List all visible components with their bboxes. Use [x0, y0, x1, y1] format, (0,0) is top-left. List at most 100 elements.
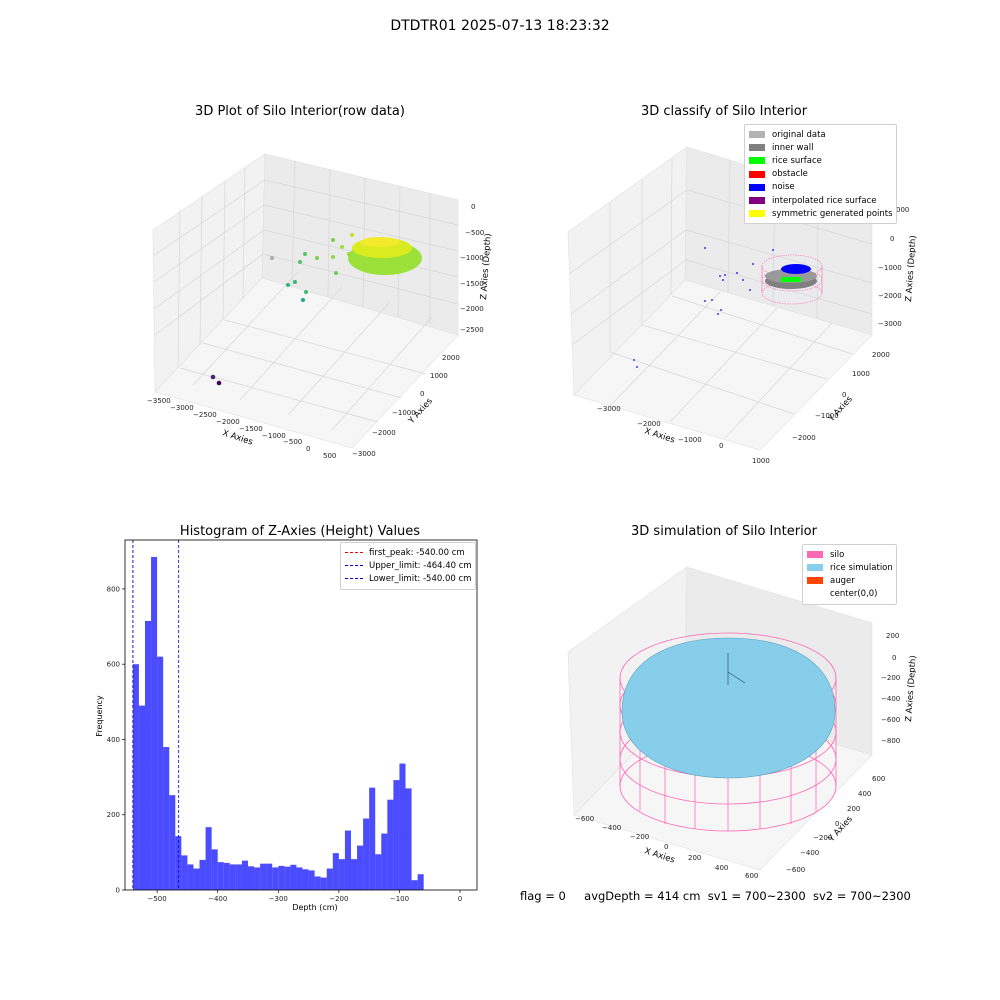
raw-3d-points [210, 233, 422, 386]
simulation-z-tick: −600 [881, 716, 900, 724]
histogram-legend: first_peak: -540.00 cm Upper_limit: -464… [340, 542, 476, 590]
legend-label: Lower_limit: -540.00 cm [369, 573, 472, 584]
legend-swatch [749, 170, 765, 178]
raw-y-tick: 0 [420, 390, 424, 398]
simulation-x-tick: 400 [715, 864, 728, 872]
status-footer: flag = 0 avgDepth = 414 cm sv1 = 700~230… [520, 889, 911, 903]
simulation-y-tick: 600 [872, 775, 885, 783]
classify-legend: original data inner wall rice surface ob… [744, 124, 897, 225]
classify-x-tick: −1000 [678, 436, 702, 444]
histogram-bar [241, 860, 248, 890]
legend-label: Upper_limit: -464.40 cm [369, 560, 472, 571]
histogram-bar [175, 836, 182, 890]
histogram-bar [332, 853, 339, 890]
histogram-bar [211, 849, 218, 890]
histogram-bar [205, 827, 212, 890]
legend-item: auger [807, 574, 890, 587]
histogram-bar [411, 880, 418, 890]
legend-item: interpolated rice surface [749, 194, 890, 207]
histogram-bar [223, 862, 230, 890]
legend-item: first_peak: -540.00 cm [345, 546, 469, 559]
histogram-bar [387, 799, 394, 890]
classify-y-label: Y Axies [826, 394, 855, 425]
histogram-bar [163, 746, 170, 890]
simulation-y-tick: 400 [858, 790, 871, 798]
legend-swatch [807, 551, 823, 559]
legend-line [345, 552, 363, 554]
simulation-z-tick: −400 [881, 695, 900, 703]
classify-noise-points [633, 247, 774, 368]
simulation-rice-surface [621, 637, 836, 779]
classify-x-tick: 1000 [752, 457, 770, 465]
raw-z-tick: −500 [465, 229, 484, 237]
legend-item: center(0,0) [807, 588, 890, 601]
histogram-bar [405, 788, 412, 890]
classify-x-ticks: −3000 −2000 −1000 0 1000 [597, 405, 770, 465]
histogram-bar [144, 620, 152, 890]
raw-plot-title: 3D Plot of Silo Interior(row data) [195, 104, 405, 119]
simulation-x-ticks: −600 −400 −200 0 200 400 600 [575, 815, 758, 880]
legend-swatch [749, 144, 765, 152]
raw-3d-plot: −3500 −3000 −2500 −2000 −1500 −1000 −500… [147, 153, 494, 460]
raw-y-tick: 1000 [430, 372, 448, 380]
raw-z-tick: 0 [471, 203, 475, 211]
histogram-bar [369, 787, 376, 890]
simulation-y-tick: −400 [800, 849, 819, 857]
histogram-bar [266, 863, 273, 890]
histogram-bar [338, 859, 345, 890]
raw-z-ticks: 0 −500 −1000 −1500 −2000 −2500 [460, 203, 484, 334]
raw-x-tick: −2500 [193, 411, 217, 419]
simulation-z-tick: −200 [881, 674, 900, 682]
raw-y-tick: −2000 [372, 429, 396, 437]
simulation-plot-title: 3D simulation of Silo Interior [631, 524, 817, 539]
histogram-bar [217, 862, 224, 890]
classify-plot-title: 3D classify of Silo Interior [640, 104, 808, 119]
simulation-z-label: Z Axies (Depth) [904, 655, 919, 722]
legend-item: rice surface [749, 154, 890, 167]
simulation-x-tick: 200 [688, 854, 701, 862]
histogram-bar [199, 859, 206, 890]
classify-y-tick: 2000 [872, 351, 890, 359]
histogram-y-tick: 200 [107, 811, 120, 819]
histogram-x-tick: −200 [329, 895, 348, 903]
legend-label: interpolated rice surface [772, 195, 877, 206]
legend-swatch [807, 591, 823, 598]
simulation-x-label: X Axies [643, 846, 676, 865]
legend-swatch [749, 210, 765, 218]
histogram-bar [381, 833, 388, 890]
histogram-y-tick: 0 [116, 887, 120, 895]
simulation-z-ticks: 200 0 −200 −400 −600 −800 [881, 632, 900, 745]
legend-label: rice simulation [830, 562, 893, 573]
simulation-y-ticks: 600 400 200 0 −200 −400 −600 [786, 775, 885, 874]
histogram-bar [235, 864, 242, 890]
classify-z-tick: −2000 [878, 292, 902, 300]
legend-swatch [749, 183, 765, 191]
raw-z-tick: −2000 [460, 305, 484, 313]
figure-suptitle: DTDTR01 2025-07-13 18:23:32 [390, 18, 610, 34]
simulation-y-label: Y Axies [826, 814, 855, 845]
histogram-bar [296, 867, 303, 890]
legend-label: auger [830, 575, 855, 586]
histogram-bar [399, 763, 406, 890]
legend-item: Upper_limit: -464.40 cm [345, 559, 472, 572]
simulation-y-tick: −600 [786, 866, 805, 874]
raw-z-label: Z Axies (Depth) [479, 233, 494, 300]
histogram-bar [272, 867, 279, 890]
histogram-x-tick: −400 [208, 895, 227, 903]
histogram-y-tick: 800 [107, 585, 120, 593]
histogram-bar [308, 870, 315, 890]
histogram-title: Histogram of Z-Axies (Height) Values [179, 524, 421, 539]
legend-item: silo [807, 548, 890, 561]
histogram-bar [357, 845, 364, 890]
classify-y-tick: −1000 [815, 412, 839, 420]
legend-item: symmetric generated points [749, 207, 893, 220]
raw-x-ticks: −3500 −3000 −2500 −2000 −1500 −1000 −500… [147, 397, 336, 460]
flag-text: flag = 0 [520, 889, 566, 903]
simulation-y-tick: 0 [835, 820, 839, 828]
simulation-z-tick: 0 [892, 654, 896, 662]
histogram-bar [254, 867, 261, 890]
histogram-bar [320, 877, 327, 890]
histogram-bar [157, 656, 164, 890]
legend-item: noise [749, 181, 890, 194]
sv2-text: sv2 = 700~2300 [812, 889, 911, 903]
